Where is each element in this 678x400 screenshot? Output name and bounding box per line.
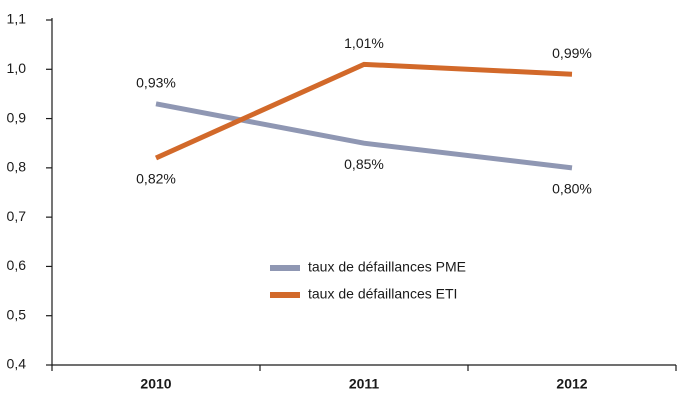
y-tick-label: 1,0 bbox=[7, 60, 27, 76]
y-tick-label: 0,7 bbox=[7, 208, 27, 224]
legend-label: taux de défaillances ETI bbox=[308, 286, 457, 302]
data-label: 0,85% bbox=[344, 156, 384, 172]
y-tick-label: 0,9 bbox=[7, 109, 27, 125]
data-label: 0,93% bbox=[136, 74, 176, 90]
y-tick-label: 0,5 bbox=[7, 306, 27, 322]
data-label: 1,01% bbox=[344, 35, 384, 51]
data-label: 0,80% bbox=[552, 181, 592, 197]
series-line bbox=[154, 61, 573, 161]
y-tick-label: 1,1 bbox=[7, 11, 27, 27]
data-label: 0,99% bbox=[552, 45, 592, 61]
series-line bbox=[155, 101, 573, 171]
x-tick-label: 2010 bbox=[140, 376, 171, 392]
y-tick-label: 0,8 bbox=[7, 159, 27, 175]
x-tick-label: 2012 bbox=[556, 376, 587, 392]
x-tick-label: 2011 bbox=[349, 376, 380, 392]
legend-label: taux de défaillances PME bbox=[308, 259, 466, 275]
y-tick-label: 0,4 bbox=[7, 356, 27, 372]
data-label: 0,82% bbox=[136, 171, 176, 187]
y-tick-label: 0,6 bbox=[7, 257, 27, 273]
